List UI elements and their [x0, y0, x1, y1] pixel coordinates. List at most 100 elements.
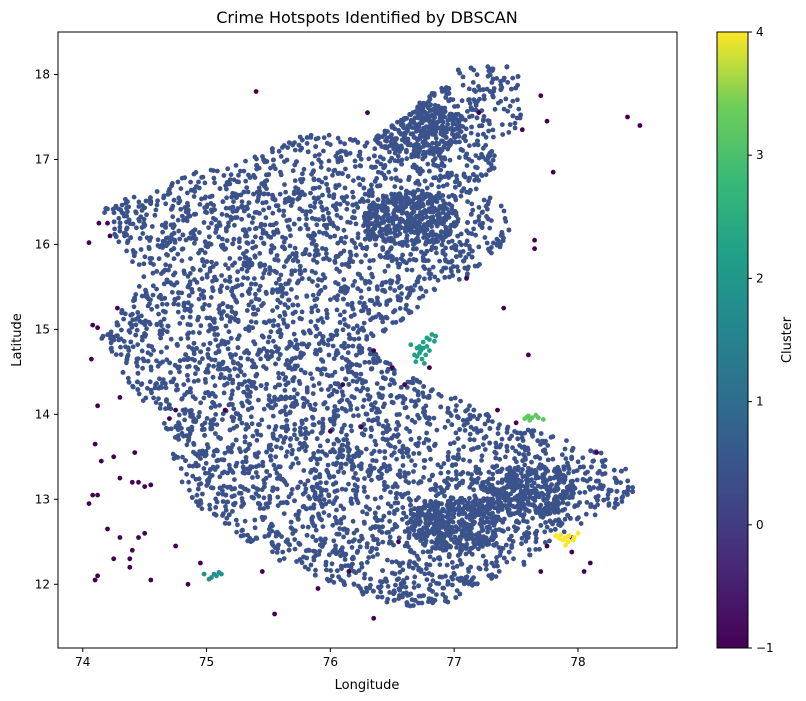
cluster-0-point: [451, 193, 457, 199]
cluster-0-point: [501, 106, 507, 112]
cluster-0-point: [177, 321, 183, 326]
cluster-0-point: [328, 418, 334, 424]
cluster-0-point: [315, 248, 320, 253]
cluster-0-point: [378, 315, 384, 321]
cluster-0-point: [213, 431, 218, 436]
cluster-0-point: [580, 455, 586, 461]
cluster-0-point: [362, 476, 367, 481]
cluster-0-point: [284, 418, 289, 423]
cluster-0-point: [124, 248, 129, 254]
cluster-0-point: [143, 198, 149, 204]
cluster-0-point: [310, 391, 316, 396]
cluster-0-point: [365, 198, 371, 204]
cluster-0-point: [398, 297, 403, 303]
cluster-0-point: [300, 491, 306, 497]
cluster-0-point: [315, 283, 320, 288]
cluster-0-point: [366, 156, 372, 162]
cluster-0-point: [197, 410, 202, 415]
cluster-0-point: [441, 585, 447, 591]
cluster-0-point: [375, 541, 381, 547]
cluster-0-point: [387, 158, 393, 164]
cluster-0-point: [234, 529, 240, 535]
cluster-0-point: [198, 481, 204, 487]
cluster-0-point: [221, 173, 227, 178]
cluster-0-point: [368, 576, 373, 582]
cluster-0-point: [400, 446, 406, 451]
cluster-0-point: [466, 569, 472, 574]
cluster-0-point: [480, 209, 485, 215]
cluster-0-point: [244, 185, 250, 191]
cluster-0-point: [263, 289, 269, 295]
cluster-0-point: [203, 380, 209, 385]
cluster-0-point: [369, 548, 374, 554]
cluster-0-point: [164, 252, 169, 257]
cluster-0-point: [275, 529, 280, 535]
cluster-0-point: [191, 440, 196, 446]
cluster-0-point: [255, 307, 261, 313]
cluster-0-point: [212, 180, 218, 186]
cluster-0-point: [213, 337, 219, 343]
cluster-0-point: [317, 472, 323, 477]
cluster-0-point: [581, 477, 587, 483]
cluster-0-point: [468, 211, 474, 217]
cluster-0-point: [206, 363, 212, 368]
cluster-0-point: [507, 122, 513, 127]
cluster-0-point: [349, 428, 355, 434]
cluster-0-point: [313, 144, 319, 150]
cluster-0-point: [474, 72, 480, 78]
cluster-0-point: [435, 277, 441, 283]
cluster-0-point: [375, 406, 381, 412]
cluster-0-point: [248, 389, 253, 395]
cluster-0-point: [430, 264, 436, 270]
cluster-0-point: [309, 376, 315, 381]
cluster-0-point: [254, 428, 260, 434]
cluster-0-point: [246, 200, 252, 206]
cluster-0-point: [408, 398, 414, 404]
cluster-0-point: [270, 488, 275, 493]
cluster-0-point: [353, 245, 359, 250]
cluster-0-point: [422, 498, 428, 504]
cluster-0-point: [438, 393, 444, 399]
cluster-0-point: [169, 236, 175, 242]
cluster-0-point: [150, 292, 156, 298]
cluster-0-point: [497, 242, 503, 248]
cluster-0-point: [200, 356, 205, 362]
cluster-0-point: [166, 267, 171, 273]
cluster-0-point: [426, 267, 432, 273]
cluster-0-point: [239, 216, 245, 222]
cluster-0-point: [195, 486, 201, 492]
cluster-0-point: [304, 385, 310, 391]
cluster-0-point: [124, 360, 129, 366]
cluster-0-point: [367, 258, 373, 264]
cluster-0-point: [395, 153, 401, 159]
cluster-0-point: [239, 282, 245, 287]
cluster-0-point: [274, 304, 280, 310]
cluster-0-point: [286, 494, 292, 500]
cluster-0-point: [526, 525, 531, 531]
cluster-0-point: [143, 290, 149, 295]
cluster-0-point: [382, 455, 388, 461]
cluster-0-point: [300, 171, 305, 177]
cluster-0-point: [218, 289, 223, 295]
cluster-0-point: [303, 548, 309, 554]
cluster-0-point: [473, 186, 479, 192]
cluster-0-point: [198, 323, 204, 329]
cluster-0-point: [354, 527, 360, 533]
cluster-0-point: [346, 539, 352, 545]
cluster-0-point: [337, 320, 343, 325]
cluster-0-point: [323, 501, 329, 507]
cluster-0-point: [404, 156, 410, 162]
cluster-0-point: [312, 297, 318, 303]
cluster-0-point: [339, 355, 345, 360]
cluster-0-point: [201, 466, 207, 471]
cluster-0-point: [457, 591, 463, 597]
cluster-0-point: [427, 275, 433, 281]
cluster-0-point: [392, 184, 398, 190]
cluster-0-point: [533, 532, 539, 537]
cluster-0-point: [271, 229, 276, 235]
cluster-0-point: [346, 382, 352, 387]
cluster-0-point: [497, 456, 503, 462]
cluster-0-point: [446, 552, 452, 558]
cluster-0-point: [415, 389, 421, 394]
cluster-0-point: [210, 264, 216, 269]
